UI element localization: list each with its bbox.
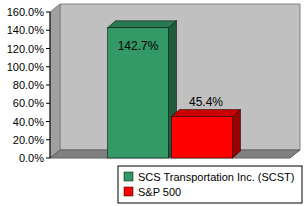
y-tick-label: 160.0%: [7, 6, 45, 18]
y-tick-label: 40.0%: [13, 116, 44, 128]
legend-box: [118, 166, 302, 203]
data-label: 142.7%: [118, 39, 159, 53]
chart: 0.0% 20.0% 40.0% 60.0% 80.0% 100.0% 120.0% 140.…: [0, 0, 305, 206]
y-tick-label: 60.0%: [13, 97, 44, 109]
y-tick: [46, 30, 50, 31]
bar-top: [172, 110, 241, 117]
y-tick: [46, 12, 50, 13]
side-wall: [50, 4, 60, 158]
legend-swatch: [124, 187, 133, 196]
bar-top: [108, 21, 177, 28]
y-tick: [46, 103, 50, 104]
y-tick: [46, 158, 50, 159]
y-tick-label: 80.0%: [13, 79, 44, 91]
y-tick-label: 20.0%: [13, 134, 44, 146]
y-tick: [46, 121, 50, 122]
bar: [172, 117, 233, 158]
legend-swatch: [124, 172, 133, 181]
y-tick-label: 100.0%: [7, 61, 45, 73]
data-labels: 142.7% 45.4%: [118, 39, 224, 109]
bar: [108, 28, 169, 158]
legend: SCS Transportation Inc. (SCST) S&P 500: [118, 166, 302, 203]
data-label: 45.4%: [189, 95, 223, 109]
y-tick-label: 120.0%: [7, 43, 45, 55]
bars: [108, 21, 241, 158]
y-tick: [46, 66, 50, 67]
y-tick: [46, 48, 50, 49]
y-tick-label: 140.0%: [7, 24, 45, 36]
y-tick: [46, 139, 50, 140]
legend-label: S&P 500: [138, 186, 181, 198]
legend-label: SCS Transportation Inc. (SCST): [138, 171, 295, 183]
y-tick-label: 0.0%: [19, 152, 44, 164]
bar-side: [233, 110, 241, 158]
y-tick: [46, 85, 50, 86]
